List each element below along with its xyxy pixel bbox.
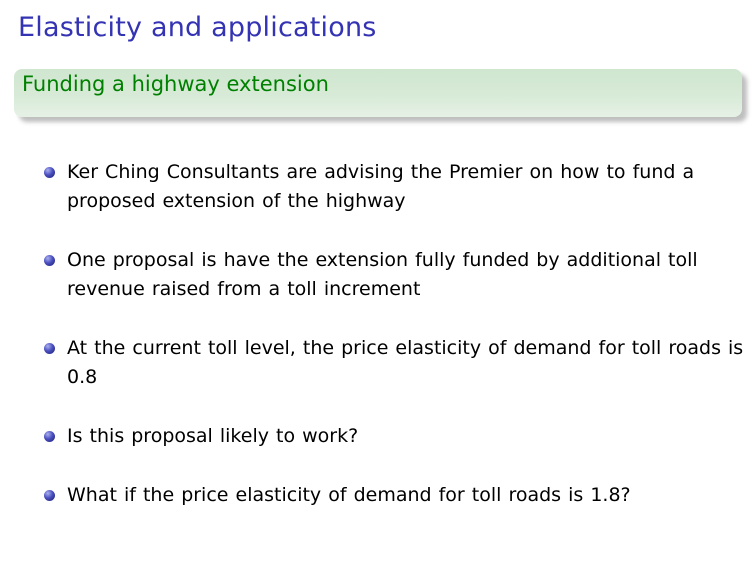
bullet-text: One proposal is have the extension fully… xyxy=(67,249,698,300)
bullet-item: What if the price elasticity of demand f… xyxy=(44,481,744,510)
frame-title: Elasticity and applications xyxy=(18,12,377,43)
bullet-item: One proposal is have the extension fully… xyxy=(44,246,744,304)
ball-bullet-icon xyxy=(44,431,55,442)
bullet-text: Ker Ching Consultants are advising the P… xyxy=(67,161,695,212)
bullet-text: Is this proposal likely to work? xyxy=(67,425,359,447)
bullet-item: Is this proposal likely to work? xyxy=(44,422,744,451)
bullet-text: At the current toll level, the price ela… xyxy=(67,337,744,388)
bullet-item: At the current toll level, the price ela… xyxy=(44,334,744,392)
bullet-item: Ker Ching Consultants are advising the P… xyxy=(44,158,744,216)
ball-bullet-icon xyxy=(44,255,55,266)
ball-bullet-icon xyxy=(44,167,55,178)
bullet-text: What if the price elasticity of demand f… xyxy=(67,484,631,506)
ball-bullet-icon xyxy=(44,343,55,354)
block-body: Funding a highway extension xyxy=(14,69,742,117)
bullet-list: Ker Ching Consultants are advising the P… xyxy=(44,158,744,540)
ball-bullet-icon xyxy=(44,490,55,501)
block-title: Funding a highway extension xyxy=(22,72,329,96)
block: Funding a highway extension xyxy=(14,69,747,122)
